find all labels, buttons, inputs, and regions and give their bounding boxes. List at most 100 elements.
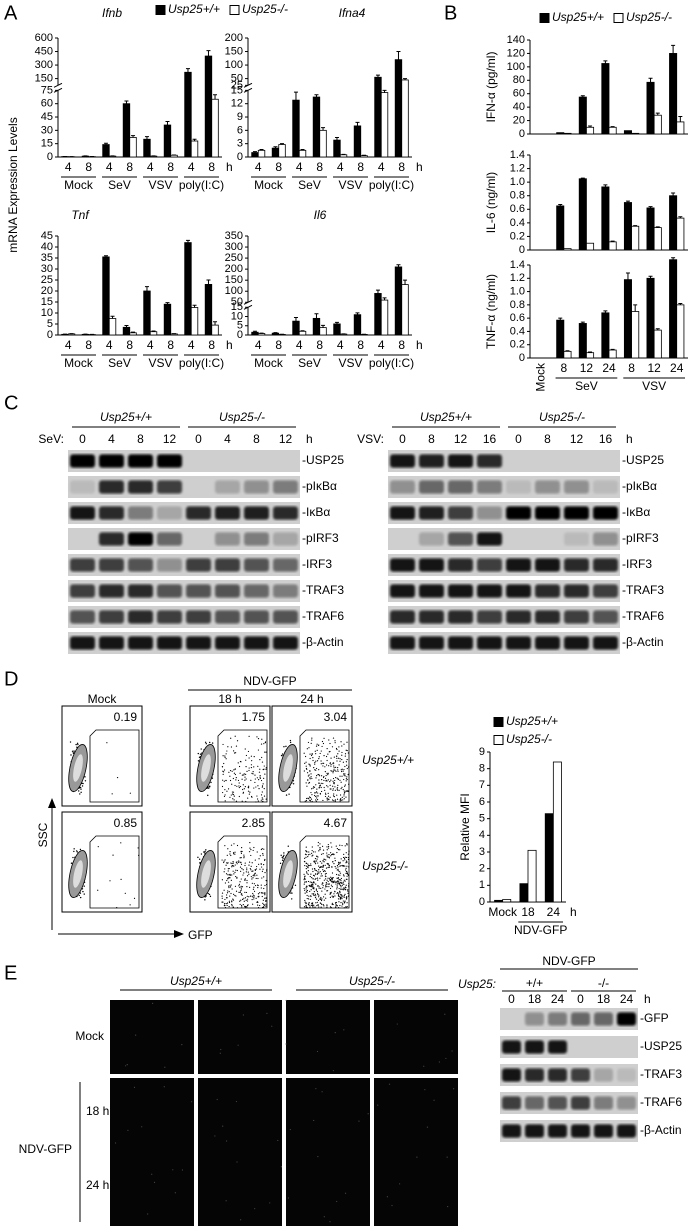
event-dot (321, 783, 322, 784)
x-tick-label: 8 (85, 338, 92, 352)
event-dot (317, 792, 318, 793)
x-tick-label: 24 (602, 361, 616, 375)
event-dot (253, 766, 254, 767)
event-dot (341, 878, 342, 879)
y-tick-label: 100 (225, 59, 243, 71)
event-dot (228, 868, 229, 869)
event-dot (326, 873, 327, 874)
x-tick-label: 8 (167, 160, 174, 174)
bar (272, 148, 279, 157)
speck (254, 1208, 255, 1209)
bar (632, 312, 639, 359)
speck (266, 1013, 267, 1014)
bar (340, 155, 347, 157)
event-dot (327, 774, 328, 775)
event-dot (317, 799, 318, 800)
event-dot (343, 795, 344, 796)
event-dot (235, 769, 236, 770)
blot-band (535, 558, 560, 571)
event-dot (312, 757, 313, 758)
x-tick-label: 24 (670, 361, 684, 375)
event-dot (243, 793, 244, 794)
event-dot (306, 891, 307, 892)
panel-label: D (4, 668, 18, 690)
event-dot (304, 770, 305, 771)
event-dot (330, 888, 331, 889)
event-dot (321, 746, 322, 747)
event-dot (247, 899, 248, 900)
speck (336, 1201, 337, 1202)
event-dot (283, 855, 284, 856)
event-dot (336, 904, 337, 905)
event-dot (332, 854, 333, 855)
event-dot (340, 880, 341, 881)
event-dot (250, 868, 251, 869)
speck (377, 1104, 378, 1105)
bar (586, 243, 593, 250)
panel-label: A (4, 2, 18, 24)
event-dot (330, 842, 331, 843)
event-dot (327, 849, 328, 850)
event-dot (313, 861, 314, 862)
event-dot (337, 787, 338, 788)
blot-band (593, 480, 618, 493)
bar (579, 97, 586, 134)
event-dot (345, 873, 346, 874)
group-label: VSV (148, 356, 172, 370)
event-dot (345, 753, 346, 754)
bar (381, 300, 388, 335)
bar (564, 133, 571, 134)
event-dot (235, 736, 236, 737)
genotype-label: Usp25+/+ (100, 410, 152, 424)
event-dot (304, 900, 305, 901)
event-dot (256, 875, 257, 876)
x-tick-label: 8 (398, 338, 405, 352)
event-dot (75, 744, 76, 745)
event-dot (314, 891, 315, 892)
event-dot (344, 865, 345, 866)
event-dot (336, 888, 337, 889)
error-bar (403, 280, 407, 284)
x-tick-label: 4 (378, 338, 385, 352)
error-bar (314, 314, 318, 319)
gate-percent: 4.67 (324, 816, 348, 830)
event-dot (308, 775, 309, 776)
event-dot (231, 874, 232, 875)
x-tick-label: 18 (521, 905, 535, 919)
event-dot (311, 778, 312, 779)
group-label: poly(I:C) (369, 178, 414, 192)
blot-band (215, 584, 240, 597)
event-dot (306, 868, 307, 869)
event-dot (257, 901, 258, 902)
micrograph (286, 1000, 370, 1074)
event-dot (282, 753, 283, 754)
event-dot (244, 865, 245, 866)
lane-label: 12 (163, 432, 177, 446)
lane-label: 0 (399, 432, 406, 446)
event-dot (330, 797, 331, 798)
row-label: -USP25 (640, 1039, 682, 1053)
event-dot (315, 902, 316, 903)
event-dot (320, 793, 321, 794)
event-dot (223, 774, 224, 775)
event-dot (228, 870, 229, 871)
error-bar (678, 117, 682, 122)
event-dot (307, 863, 308, 864)
blot-band (502, 1040, 521, 1053)
event-dot (341, 759, 342, 760)
blot-band (564, 558, 589, 571)
blot-band (244, 532, 269, 545)
event-dot (318, 895, 319, 896)
event-dot (320, 888, 321, 889)
event-dot (315, 851, 316, 852)
speck (220, 1049, 221, 1050)
row-label: Mock (75, 1029, 105, 1043)
event-dot (341, 898, 342, 899)
row-label: -USP25 (302, 453, 344, 467)
blot-band (477, 480, 502, 493)
error-bar (206, 51, 210, 56)
blot-band (419, 610, 444, 623)
event-dot (319, 775, 320, 776)
blot-band (128, 584, 153, 597)
